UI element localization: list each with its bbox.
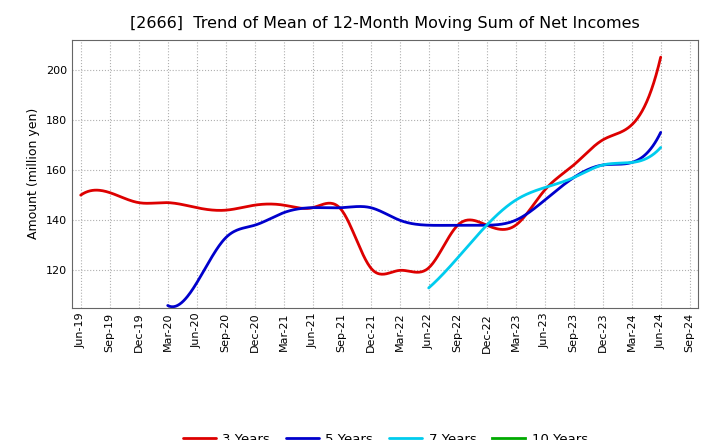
Legend: 3 Years, 5 Years, 7 Years, 10 Years: 3 Years, 5 Years, 7 Years, 10 Years <box>177 427 593 440</box>
3 Years <box>76 192 85 198</box>
7 Years <box>424 285 433 290</box>
3 Years <box>657 55 665 60</box>
5 Years <box>431 223 440 228</box>
Line: 5 Years: 5 Years <box>168 132 661 307</box>
7 Years <box>615 161 624 166</box>
7 Years <box>657 145 665 150</box>
5 Years <box>646 147 654 153</box>
7 Years <box>534 187 543 192</box>
3 Years <box>423 267 431 272</box>
3 Years <box>553 176 562 181</box>
5 Years <box>458 223 467 228</box>
Y-axis label: Amount (million yen): Amount (million yen) <box>27 108 40 239</box>
7 Years <box>550 182 559 187</box>
Line: 7 Years: 7 Years <box>428 147 661 288</box>
Title: [2666]  Trend of Mean of 12-Month Moving Sum of Net Incomes: [2666] Trend of Mean of 12-Month Moving … <box>130 16 640 32</box>
7 Years <box>651 150 660 155</box>
7 Years <box>562 178 571 183</box>
3 Years <box>392 268 400 274</box>
5 Years <box>569 176 577 181</box>
3 Years <box>379 271 387 277</box>
Line: 3 Years: 3 Years <box>81 57 661 274</box>
5 Years <box>402 220 410 225</box>
7 Years <box>536 187 544 192</box>
5 Years <box>168 304 177 309</box>
3 Years <box>356 245 364 250</box>
3 Years <box>352 236 361 242</box>
5 Years <box>163 303 172 308</box>
5 Years <box>398 219 407 224</box>
3 Years <box>644 96 652 102</box>
5 Years <box>657 130 665 135</box>
